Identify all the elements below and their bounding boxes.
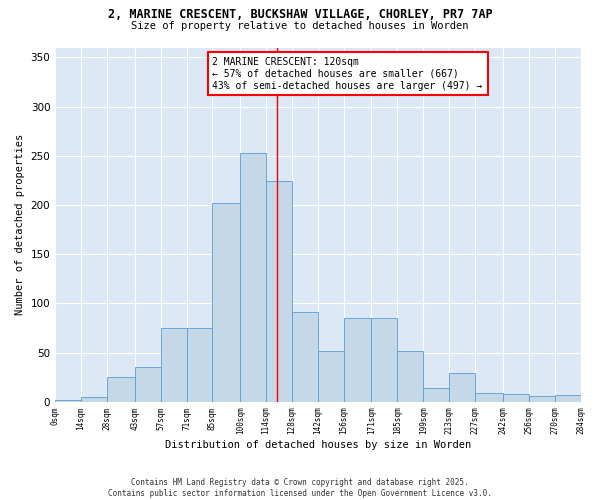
Bar [371,318,397,402]
Bar [292,312,318,402]
Text: 2, MARINE CRESCENT, BUCKSHAW VILLAGE, CHORLEY, PR7 7AP: 2, MARINE CRESCENT, BUCKSHAW VILLAGE, CH… [107,8,493,20]
Bar [107,377,135,402]
Bar [135,368,161,402]
Bar [397,350,423,402]
Bar [55,400,81,402]
Bar [423,388,449,402]
Bar [344,318,371,402]
Bar [212,203,240,402]
X-axis label: Distribution of detached houses by size in Worden: Distribution of detached houses by size … [165,440,471,450]
Bar [503,394,529,402]
Text: Contains HM Land Registry data © Crown copyright and database right 2025.
Contai: Contains HM Land Registry data © Crown c… [108,478,492,498]
Text: Size of property relative to detached houses in Worden: Size of property relative to detached ho… [131,21,469,31]
Text: 2 MARINE CRESCENT: 120sqm
← 57% of detached houses are smaller (667)
43% of semi: 2 MARINE CRESCENT: 120sqm ← 57% of detac… [212,58,482,90]
Bar [554,395,581,402]
Bar [161,328,187,402]
Bar [475,393,503,402]
Bar [529,396,554,402]
Bar [81,397,107,402]
Bar [449,374,475,402]
Bar [318,350,344,402]
Y-axis label: Number of detached properties: Number of detached properties [15,134,25,316]
Bar [240,153,266,402]
Bar [187,328,212,402]
Bar [266,182,292,402]
